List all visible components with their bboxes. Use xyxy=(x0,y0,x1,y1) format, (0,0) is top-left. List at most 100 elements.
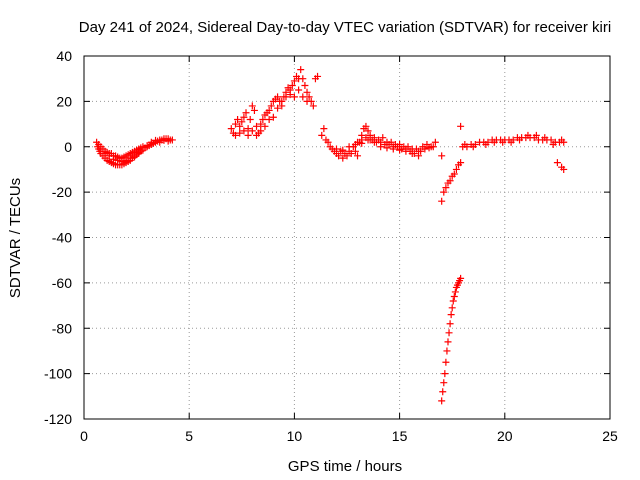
data-point xyxy=(560,165,568,173)
data-point xyxy=(253,122,261,130)
x-axis-label: GPS time / hours xyxy=(288,458,402,475)
data-point xyxy=(295,86,303,94)
data-point xyxy=(442,184,450,192)
data-point xyxy=(118,157,126,165)
data-point xyxy=(318,131,326,139)
data-point xyxy=(274,93,282,101)
data-point xyxy=(309,102,317,110)
data-point xyxy=(358,139,366,147)
data-point xyxy=(375,136,383,144)
y-tick-label: -100 xyxy=(44,366,72,382)
data-point xyxy=(236,129,244,137)
chart-title: Day 241 of 2024, Sidereal Day-to-day VTE… xyxy=(79,19,611,36)
data-point xyxy=(547,136,555,144)
data-point xyxy=(431,138,439,146)
data-point xyxy=(299,75,307,83)
data-point xyxy=(354,152,362,160)
data-point xyxy=(332,145,340,153)
data-point xyxy=(441,370,449,378)
data-point xyxy=(387,138,395,146)
x-tick-label: 15 xyxy=(392,428,408,444)
data-point xyxy=(101,150,109,158)
data-point xyxy=(286,86,294,94)
data-point xyxy=(450,170,458,178)
data-point xyxy=(265,116,273,124)
data-point xyxy=(516,136,524,144)
data-point xyxy=(290,77,298,85)
data-point xyxy=(457,159,465,167)
data-point xyxy=(339,154,347,162)
data-point xyxy=(364,136,372,144)
data-point xyxy=(240,127,248,135)
data-point xyxy=(274,104,282,112)
data-point xyxy=(421,145,429,153)
data-point xyxy=(244,125,252,133)
data-point xyxy=(558,136,566,144)
data-point xyxy=(240,113,248,121)
data-point xyxy=(335,152,343,160)
data-point xyxy=(377,143,385,151)
data-point xyxy=(303,97,311,105)
data-point xyxy=(351,147,359,155)
data-point xyxy=(130,153,138,161)
data-point xyxy=(109,155,117,163)
data-point xyxy=(438,197,446,205)
data-point xyxy=(444,338,452,346)
data-point xyxy=(105,152,113,160)
tick-labels: 0 5 10 15 20 25 -120 -100 -80 -60 -40 -20 0 20 40 xyxy=(44,48,618,444)
axis-ticks xyxy=(83,55,611,420)
data-point xyxy=(440,379,448,387)
data-point xyxy=(415,152,423,160)
data-point xyxy=(490,138,498,146)
data-points xyxy=(93,66,568,405)
data-point xyxy=(164,137,172,145)
data-point xyxy=(257,120,265,128)
data-point xyxy=(156,138,164,146)
data-point xyxy=(269,113,277,121)
x-tick-label: 5 xyxy=(185,428,193,444)
y-tick-label: 40 xyxy=(56,48,72,64)
data-point xyxy=(362,122,370,130)
data-point xyxy=(238,118,246,126)
data-point xyxy=(507,138,515,146)
data-point xyxy=(248,102,256,110)
data-point xyxy=(231,131,239,139)
y-axis-label: SDTVAR / TECUs xyxy=(7,178,24,298)
data-point xyxy=(147,138,155,146)
data-point xyxy=(320,125,328,133)
data-point xyxy=(267,102,275,110)
data-point xyxy=(364,127,372,135)
data-point xyxy=(126,154,134,162)
x-tick-label: 25 xyxy=(602,428,618,444)
data-point xyxy=(139,143,147,151)
data-point xyxy=(532,131,540,139)
data-point xyxy=(469,143,477,151)
data-point xyxy=(351,140,359,148)
data-point xyxy=(553,159,561,167)
y-tick-label: -80 xyxy=(52,320,72,336)
data-point xyxy=(305,93,313,101)
data-point xyxy=(290,93,298,101)
data-point xyxy=(339,146,347,154)
data-point xyxy=(445,329,453,337)
data-point xyxy=(451,288,459,296)
data-point xyxy=(457,122,465,130)
data-point xyxy=(231,120,239,128)
data-point xyxy=(160,136,168,144)
data-point xyxy=(278,97,286,105)
data-point xyxy=(499,138,507,146)
data-point xyxy=(379,134,387,142)
data-point xyxy=(447,311,455,319)
data-point xyxy=(253,131,261,139)
y-tick-label: -60 xyxy=(52,275,72,291)
data-point xyxy=(448,304,456,312)
data-point xyxy=(244,131,252,139)
data-point xyxy=(259,116,267,124)
y-tick-label: 20 xyxy=(56,93,72,109)
data-point xyxy=(482,140,490,148)
data-point xyxy=(236,122,244,130)
data-point xyxy=(438,152,446,160)
data-point xyxy=(257,127,265,135)
data-point xyxy=(122,156,130,164)
